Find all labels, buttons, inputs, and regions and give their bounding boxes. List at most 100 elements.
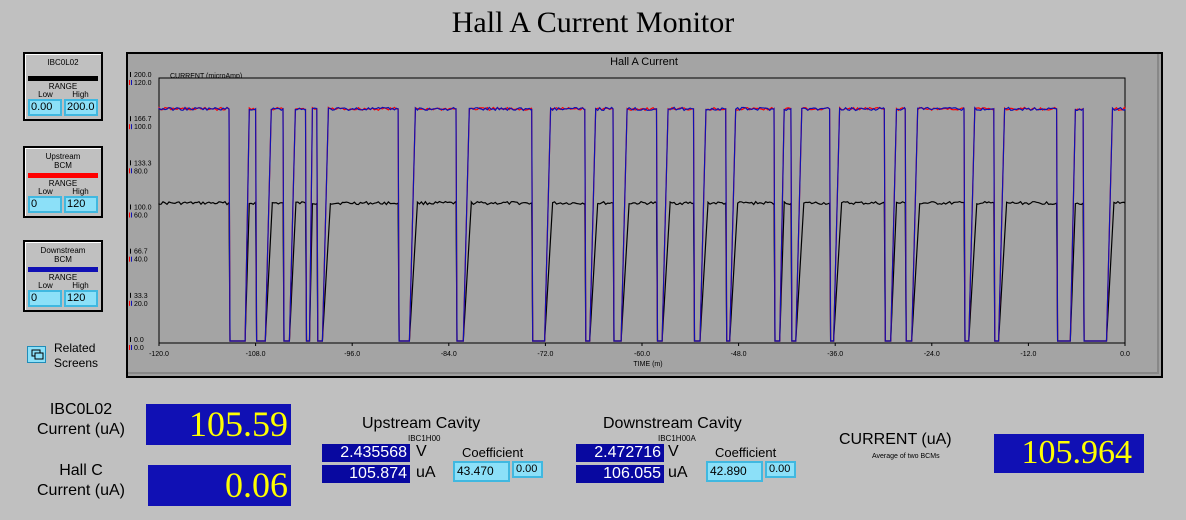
y-tick-mark-blue [131,212,132,218]
upstream-cavity-title: Upstream Cavity [362,415,481,432]
chart-title: Hall A Current [610,56,678,68]
legend-color-swatch [28,267,98,272]
y-tick-mark-black [130,337,131,342]
legend-color-swatch [28,76,98,81]
y-tick-mark-blue [131,168,132,174]
series-line-downstream-bcm [158,106,1126,342]
y-tick-mark-blue [131,124,132,130]
average-current-sublabel: Average of two BCMs [872,453,940,460]
y-tick-label-color: 0.0 [134,345,144,352]
range-high-input[interactable]: 120 [64,290,98,307]
y-tick-label-color: 20.0 [134,301,148,308]
hallc-current-label: Hall C Current (uA) [36,462,126,499]
y-tick-mark-red [129,256,130,262]
windows-icon [31,349,44,360]
y-tick-label-color: 80.0 [134,168,148,175]
ibc-current-value: 105.59 [146,404,291,445]
x-tick-label: -36.0 [827,351,843,358]
downstream-pv-name: IBC1H00A [658,434,696,443]
upstream-voltage: 2.435568 [322,444,410,462]
related-screens-button[interactable] [27,346,46,363]
legend-downstream-bcm: Downstream BCM RANGE Low High 0 120 [23,240,103,312]
y-tick-mark-black [130,248,131,254]
downstream-coefficient-label: Coefficient [715,445,777,460]
legend-name: Upstream BCM [45,152,81,170]
low-label: Low [38,187,53,196]
range-label: RANGE [48,82,78,91]
x-axis-label: TIME (m) [633,361,662,368]
range-low-input[interactable]: 0 [28,290,62,307]
legend-ibc0l02: IBC0L02 RANGE Low High 0.00 200.0 [23,52,103,121]
y-tick-mark-red [129,212,130,218]
y-tick-mark-red [129,168,130,174]
x-tick-label: -72.0 [537,351,553,358]
y-tick-mark-black [130,160,131,166]
related-screens-label: Related Screens [54,341,99,370]
low-label: Low [38,90,53,99]
upstream-current: 105.874 [322,465,410,483]
y-tick-mark-red [129,300,130,306]
y-tick-label-black: 33.3 [134,293,148,300]
downstream-offset-input[interactable]: 0.00 [765,461,796,478]
y-tick-mark-black [130,204,131,210]
range-label: RANGE [48,273,78,282]
upstream-pv-name: IBC1H00 [408,434,441,443]
y-tick-mark-black [130,292,131,298]
upstream-current-unit: uA [416,464,436,481]
downstream-voltage: 2.472716 [576,444,664,462]
y-tick-label-black: 200.0 [134,72,152,79]
x-tick-label: 0.0 [1120,351,1130,358]
y-tick-mark-blue [131,256,132,262]
upstream-coefficient-label: Coefficient [462,445,524,460]
x-tick-label: -108.0 [246,351,266,358]
y-tick-label-color: 40.0 [134,257,148,264]
x-tick-label: -84.0 [441,351,457,358]
low-label: Low [38,281,53,290]
average-current-label: CURRENT (uA) [839,431,952,448]
legend-color-swatch [28,173,98,178]
range-high-input[interactable]: 200.0 [64,99,98,116]
downstream-voltage-unit: V [668,443,679,460]
upstream-offset-input[interactable]: 0.00 [512,461,543,478]
high-label: High [72,281,89,290]
y-tick-label-black: 100.0 [134,205,152,212]
x-tick-label: -48.0 [731,351,747,358]
range-high-input[interactable]: 120 [64,196,98,213]
y-tick-mark-red [129,124,130,130]
y-tick-mark-blue [131,80,132,85]
y-axis-label: CURRENT (microAmp) [170,73,242,80]
y-tick-label-color: 100.0 [134,124,152,131]
x-tick-label: -12.0 [1020,351,1036,358]
page-title: Hall A Current Monitor [451,6,735,39]
y-tick-label-black: 133.3 [134,160,152,167]
y-tick-label-black: 0.0 [134,337,144,344]
downstream-current-unit: uA [668,464,688,481]
legend-name: IBC0L02 [47,58,79,67]
series-line-ibc0l02 [158,200,1126,342]
x-tick-label: -120.0 [149,351,169,358]
legend-upstream-bcm: Upstream BCM RANGE Low High 0 120 [23,146,103,218]
hallc-current-value: 0.06 [148,465,291,506]
plot-area [158,77,1126,344]
y-tick-mark-red [129,345,130,350]
high-label: High [72,187,89,196]
y-tick-mark-red [129,80,130,85]
upstream-coefficient-input[interactable]: 43.470 [453,461,510,482]
downstream-coefficient-input[interactable]: 42.890 [706,461,763,482]
downstream-current: 106.055 [576,465,664,483]
high-label: High [72,90,89,99]
y-tick-label-color: 120.0 [134,80,152,87]
y-tick-label-black: 66.7 [134,249,148,256]
average-current-value: 105.964 [994,434,1144,473]
strip-chart: Hall A Current CURRENT (microAmp) TIME (… [126,52,1163,378]
range-low-input[interactable]: 0 [28,196,62,213]
downstream-cavity-title: Downstream Cavity [603,415,742,432]
range-low-input[interactable]: 0.00 [28,99,62,116]
x-tick-label: -60.0 [634,351,650,358]
y-tick-mark-black [130,72,131,77]
y-tick-label-black: 166.7 [134,116,152,123]
upstream-voltage-unit: V [416,443,427,460]
y-tick-mark-black [130,116,131,122]
range-label: RANGE [48,179,78,188]
y-tick-label-color: 60.0 [134,213,148,220]
